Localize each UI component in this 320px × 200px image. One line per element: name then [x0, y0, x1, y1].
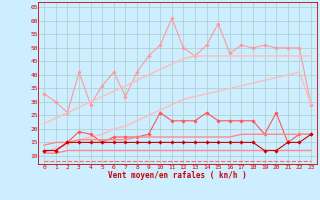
X-axis label: Vent moyen/en rafales ( kn/h ): Vent moyen/en rafales ( kn/h )	[108, 171, 247, 180]
